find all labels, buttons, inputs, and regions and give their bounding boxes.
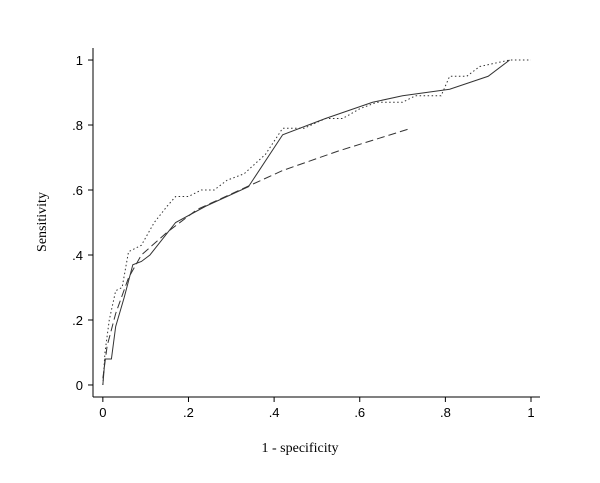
y-axis-label: Sensitivity <box>35 192 50 252</box>
y-tick-label: 1 <box>76 53 83 68</box>
x-tick-label: .4 <box>269 405 280 420</box>
y-tick-label: .8 <box>72 118 83 133</box>
y-tick-label: 0 <box>76 378 83 393</box>
y-tick-label: .2 <box>72 313 83 328</box>
y-tick-label: .6 <box>72 183 83 198</box>
roc-line <box>102 59 532 386</box>
roc-line <box>102 127 412 379</box>
x-axis-label: 1 - specificity <box>262 441 339 456</box>
x-tick-label: .2 <box>183 405 194 420</box>
x-tick-label: .6 <box>354 405 365 420</box>
y-tick-label: .4 <box>72 248 83 263</box>
roc-line <box>102 59 510 386</box>
x-tick-label: .8 <box>440 405 451 420</box>
x-tick-label: 1 <box>527 405 534 420</box>
x-tick-label: 0 <box>99 405 106 420</box>
